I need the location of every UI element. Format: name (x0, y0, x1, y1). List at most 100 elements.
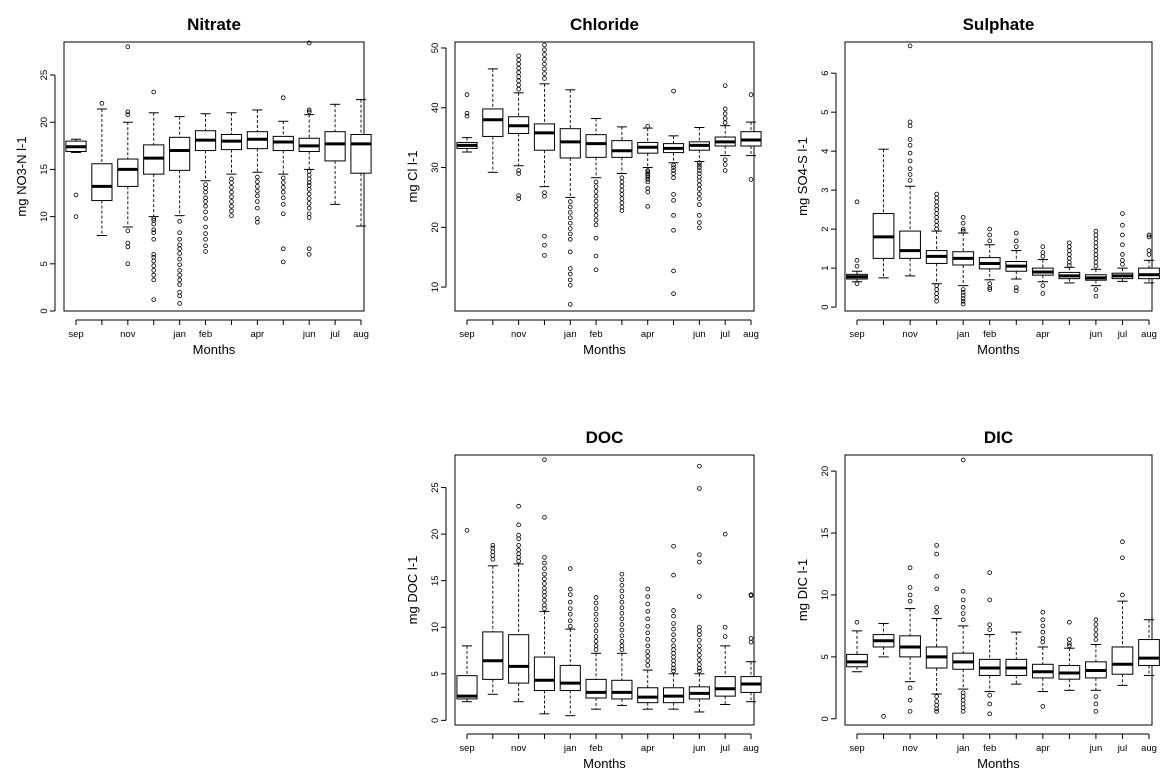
outlier-point (1067, 256, 1072, 261)
outlier-point (593, 267, 599, 273)
outlier-point (306, 109, 312, 115)
y-tick-label: 10 (430, 622, 441, 633)
outlier-point (1093, 263, 1099, 269)
outlier-point (987, 232, 993, 238)
box-iqr (117, 158, 139, 187)
box-jun (1085, 228, 1107, 299)
box-iqr (456, 675, 478, 700)
outlier-point (645, 630, 651, 636)
y-tick-label: 0 (39, 308, 50, 313)
outlier-point (542, 66, 547, 72)
outlier-point (619, 208, 625, 213)
outlier-point (645, 624, 651, 629)
outlier-point (960, 690, 966, 696)
outlier-point (645, 601, 651, 607)
outlier-point (306, 191, 312, 197)
box-jul (714, 531, 736, 706)
outlier-point (542, 555, 547, 560)
outlier-point (619, 183, 625, 189)
outlier-point (960, 611, 966, 616)
box-apr (246, 109, 268, 225)
outlier-point (907, 697, 913, 703)
chart-title: Chloride (570, 15, 639, 34)
outlier-point (934, 295, 939, 300)
outlier-point (697, 559, 702, 565)
outlier-point (567, 266, 573, 271)
y-tick-label: 10 (430, 282, 441, 293)
outlier-point (306, 246, 312, 252)
outlier-point (593, 606, 599, 611)
plot-frame (454, 41, 755, 312)
box-jun (688, 463, 710, 713)
box-may (272, 95, 294, 265)
outlier-point (671, 608, 676, 613)
outlier-point (306, 196, 312, 201)
outlier-point (229, 208, 234, 214)
outlier-point (960, 597, 966, 603)
x-tick-label: jun (302, 329, 316, 340)
y-tick-label: 1 (820, 265, 831, 270)
outlier-point (722, 168, 728, 173)
box-dec (925, 191, 948, 304)
box-jan (952, 215, 975, 307)
box-iqr (533, 656, 556, 692)
outlier-point (960, 457, 966, 463)
y-axis-label: mg NO3-N l-1 (14, 136, 29, 216)
outlier-point (151, 227, 157, 233)
outlier-point (593, 184, 599, 189)
outlier-point (1093, 228, 1099, 234)
outlier-point (203, 249, 208, 254)
outlier-point (748, 92, 754, 97)
outlier-point (960, 709, 966, 714)
outlier-point (619, 577, 625, 583)
y-tick-label: 0 (820, 304, 831, 309)
box-nov (508, 53, 530, 201)
outlier-point (1120, 261, 1125, 267)
outlier-point (1146, 234, 1152, 240)
outlier-point (907, 585, 913, 590)
outlier-point (934, 195, 939, 201)
outlier-point (516, 53, 521, 59)
outlier-point (987, 627, 993, 632)
outlier-point (516, 193, 521, 198)
outlier-point (697, 665, 702, 671)
outlier-point (464, 110, 470, 116)
outlier-point (697, 628, 702, 634)
x-axis-label: Months (977, 342, 1020, 357)
box-apr (637, 586, 659, 710)
outlier-point (542, 52, 547, 57)
outlier-point (671, 268, 676, 274)
box-nov (117, 44, 139, 267)
outlier-point (203, 236, 208, 242)
outlier-point (593, 647, 599, 652)
outlier-point (1067, 240, 1072, 246)
outlier-point (671, 665, 676, 671)
outlier-point (645, 653, 651, 659)
outlier-point (645, 616, 651, 622)
outlier-point (567, 282, 573, 288)
box-iqr (508, 634, 530, 684)
outlier-point (645, 204, 651, 209)
box-iqr (714, 676, 736, 697)
outlier-point (516, 555, 521, 560)
outlier-point (567, 611, 573, 617)
x-tick-label: apr (250, 329, 264, 340)
chart-title: DIC (984, 428, 1013, 447)
outlier-point (907, 709, 913, 714)
outlier-point (697, 657, 702, 663)
box-mar (220, 112, 243, 218)
x-tick-label: jan (563, 743, 577, 754)
outlier-point (671, 543, 676, 549)
outlier-point (203, 209, 208, 215)
outlier-point (151, 277, 157, 283)
outlier-point (490, 556, 496, 562)
outlier-point (697, 594, 702, 599)
outlier-point (1120, 211, 1125, 216)
outlier-point (960, 605, 966, 610)
outlier-point (987, 285, 993, 290)
outlier-point (1040, 250, 1046, 255)
outlier-point (593, 179, 599, 185)
outlier-point (1093, 709, 1099, 714)
box-feb (585, 118, 607, 273)
outlier-point (177, 219, 182, 224)
